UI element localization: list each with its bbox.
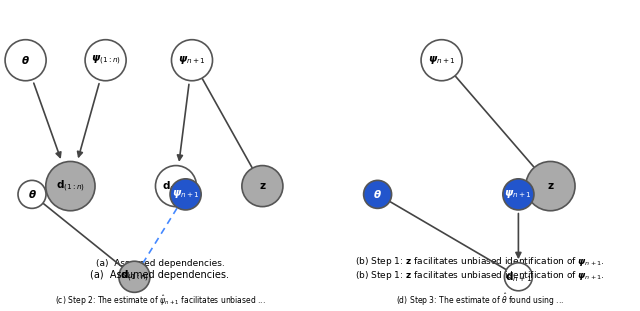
Text: (a)  Assumed dependencies.: (a) Assumed dependencies.	[95, 259, 225, 268]
Text: $\mathbf{z}$: $\mathbf{z}$	[259, 181, 266, 191]
Ellipse shape	[242, 165, 283, 207]
Ellipse shape	[503, 179, 534, 210]
Text: (a)  Assumed dependencies.: (a) Assumed dependencies.	[90, 270, 230, 280]
Text: (c) Step 2: The estimate of $\hat{\psi}_{n+1}$ facilitates unbiased ...: (c) Step 2: The estimate of $\hat{\psi}_…	[54, 294, 266, 308]
Ellipse shape	[172, 40, 212, 81]
Ellipse shape	[5, 40, 46, 81]
Text: $\boldsymbol{\theta}$: $\boldsymbol{\theta}$	[28, 188, 36, 200]
Text: $\boldsymbol{\theta}$: $\boldsymbol{\theta}$	[373, 188, 382, 200]
Text: $\boldsymbol{\psi}_{(1:n)}$: $\boldsymbol{\psi}_{(1:n)}$	[91, 53, 120, 67]
Text: $\mathbf{d}_{(1:n)}$: $\mathbf{d}_{(1:n)}$	[120, 269, 149, 285]
Ellipse shape	[170, 179, 201, 210]
Ellipse shape	[421, 40, 462, 81]
Text: $\boldsymbol{\theta}$: $\boldsymbol{\theta}$	[21, 54, 30, 66]
Text: $\boldsymbol{\psi}_{n+1}$: $\boldsymbol{\psi}_{n+1}$	[428, 54, 456, 66]
Text: (b) Step 1: $\mathbf{z}$ facilitates unbiased identification of $\boldsymbol{\ps: (b) Step 1: $\mathbf{z}$ facilitates unb…	[355, 255, 605, 268]
Ellipse shape	[526, 161, 575, 211]
Text: (b) Step 1: $\mathbf{z}$ facilitates unbiased identification of $\boldsymbol{\ps: (b) Step 1: $\mathbf{z}$ facilitates unb…	[355, 269, 605, 282]
Text: $\boldsymbol{\psi}_{n+1}$: $\boldsymbol{\psi}_{n+1}$	[178, 54, 206, 66]
Text: $\mathbf{z}$: $\mathbf{z}$	[547, 181, 554, 191]
Text: (d) Step 3: The estimate of $\hat{\theta}$ found using ...: (d) Step 3: The estimate of $\hat{\theta…	[396, 291, 564, 308]
Text: $\boldsymbol{\psi}_{n+1}$: $\boldsymbol{\psi}_{n+1}$	[504, 188, 532, 200]
Ellipse shape	[156, 165, 196, 207]
Ellipse shape	[85, 40, 126, 81]
Ellipse shape	[504, 263, 532, 291]
Text: $\mathbf{d}_{n+1}$: $\mathbf{d}_{n+1}$	[505, 270, 532, 284]
Text: $\mathbf{d}_{n+1}$: $\mathbf{d}_{n+1}$	[163, 179, 189, 193]
Ellipse shape	[46, 161, 95, 211]
Ellipse shape	[364, 180, 392, 208]
Ellipse shape	[119, 261, 150, 292]
Text: $\boldsymbol{\psi}_{n+1}$: $\boldsymbol{\psi}_{n+1}$	[172, 188, 200, 200]
Text: $\mathbf{d}_{(1:n)}$: $\mathbf{d}_{(1:n)}$	[56, 179, 85, 194]
Ellipse shape	[18, 180, 46, 208]
